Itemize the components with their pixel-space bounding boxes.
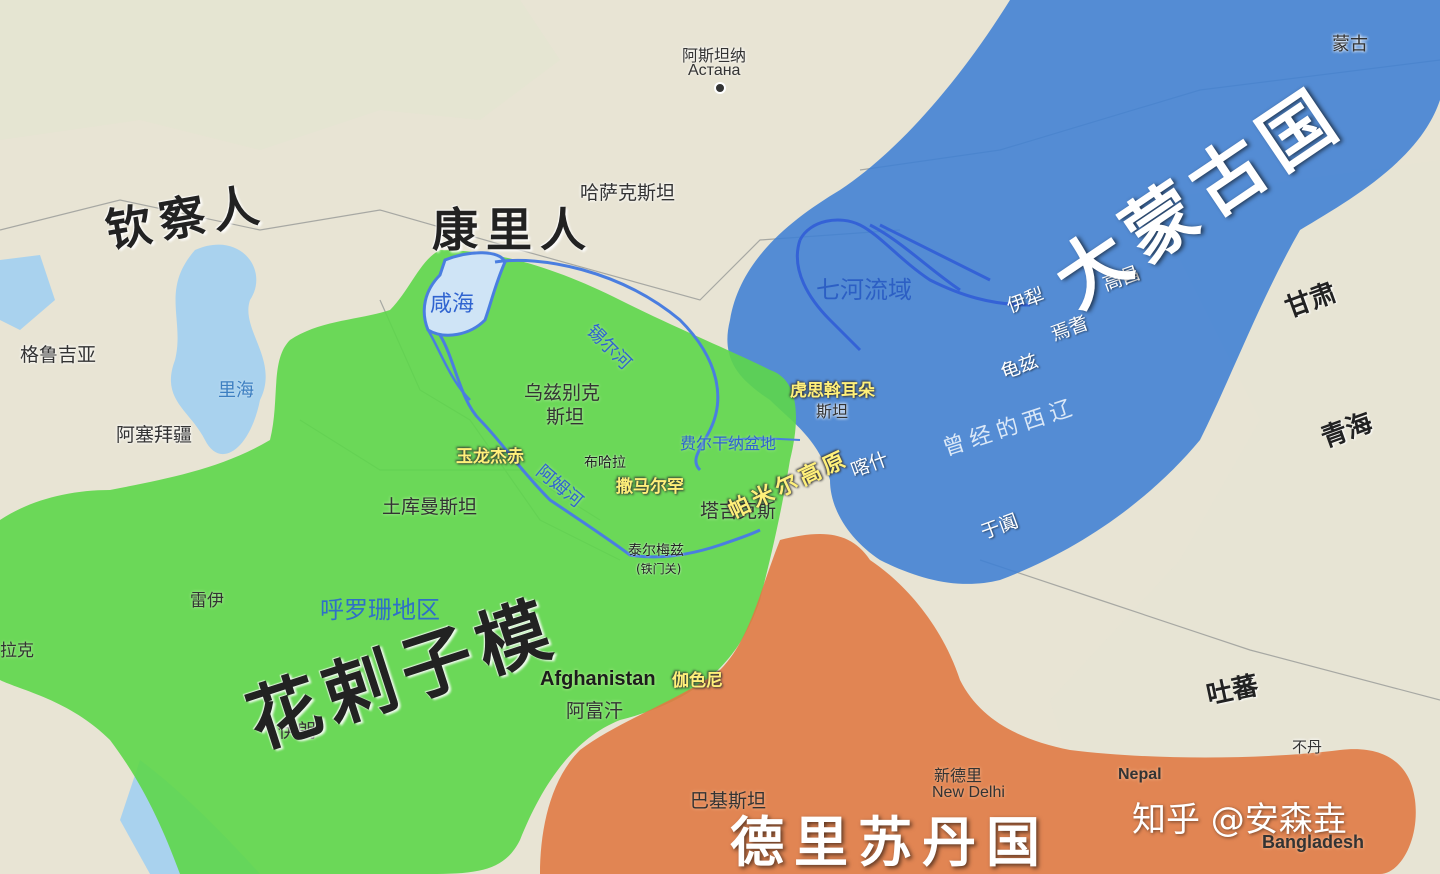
seven-rivers-label: 七河流域 — [816, 276, 912, 304]
seven-rivers-lines — [795, 218, 1031, 352]
nepal-label: Nepal — [1118, 766, 1162, 783]
bukhara-label: 布哈拉 — [584, 455, 626, 471]
kazakhstan-label: 哈萨克斯坦 — [580, 182, 676, 204]
iran-label: 伊朗 — [278, 720, 317, 742]
kangli-title: 康里人 — [432, 203, 594, 257]
kyrgyz-label: 斯坦 — [816, 402, 849, 421]
delhi-title: 德里苏丹国 — [730, 810, 1050, 874]
aral-sea-label: 咸海 — [430, 292, 475, 317]
iraq-label: 拉克 — [0, 641, 34, 661]
capital-marker-icon — [714, 82, 726, 94]
kuhsi-label: 虎思斡耳朵 — [790, 381, 875, 401]
delhi-sultanate-region — [540, 534, 1416, 874]
uzbekistan-label-1: 乌兹别克 — [524, 382, 601, 404]
new-delhi-en-label: New Delhi — [932, 784, 1005, 801]
amu-river-line — [438, 334, 761, 559]
rey-label: 雷伊 — [190, 591, 224, 611]
black-sea-edge — [0, 255, 55, 330]
georgia-label: 格鲁吉亚 — [20, 344, 97, 366]
syr-river-line — [494, 258, 720, 472]
turkmenistan-label: 土库曼斯坦 — [382, 496, 478, 518]
plateau-shade — [1050, 160, 1440, 874]
mongolia-label: 蒙古 — [1332, 34, 1368, 55]
khwarazm-region — [0, 250, 796, 874]
bangladesh-label: Bangladesh — [1262, 832, 1365, 852]
pakistan-label: 巴基斯坦 — [690, 790, 767, 812]
urgench-label: 玉龙杰赤 — [456, 447, 524, 467]
samarkand-label: 撒马尔罕 — [616, 477, 684, 497]
fergana-label: 费尔干纳盆地 — [680, 434, 777, 453]
fergana-river-line — [719, 436, 801, 441]
afghanistan-en-label: Afghanistan — [540, 668, 656, 690]
watermark-label: 知乎 @安森垚 — [1132, 800, 1347, 840]
termez-label: 泰尔梅兹 — [628, 543, 684, 559]
amu-delta-line — [426, 329, 471, 401]
astana-cn-label: 阿斯坦纳 — [682, 46, 747, 65]
ghazni-label: 伽色尼 — [672, 671, 723, 691]
bhutan-label: 不丹 — [1292, 738, 1323, 756]
uzbekistan-label-2: 斯坦 — [546, 406, 585, 428]
aral-sea-outline — [422, 251, 507, 337]
tajikistan-label: 塔吉克斯 — [700, 500, 777, 522]
new-delhi-cn-label: 新德里 — [934, 766, 983, 785]
afghanistan-cn-label: 阿富汗 — [566, 700, 624, 722]
azerbaijan-label: 阿塞拜疆 — [116, 424, 193, 446]
caspian-label: 里海 — [218, 380, 254, 401]
steppe-shade — [0, 0, 560, 150]
iron-gate-label: (铁门关) — [636, 562, 682, 576]
khorasan-label: 呼罗珊地区 — [320, 596, 440, 624]
astana-ru-label: Астана — [688, 62, 741, 79]
mongol-empire-region — [727, 0, 1440, 584]
caspian-sea — [170, 244, 266, 455]
